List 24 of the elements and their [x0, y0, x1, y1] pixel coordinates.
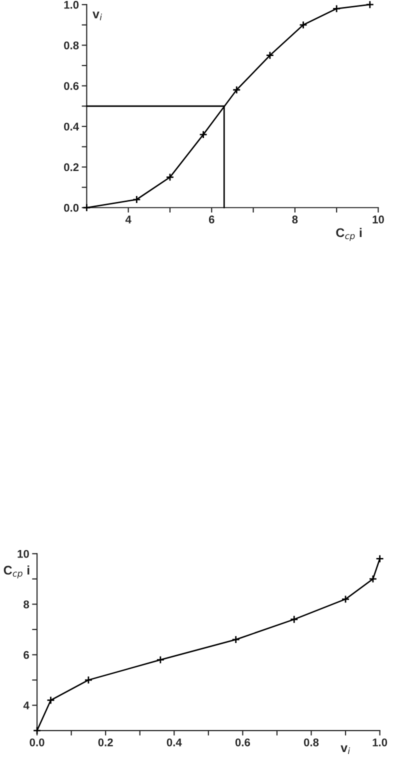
x-tick-label: 6: [208, 216, 214, 224]
x-tick-label: 0.6: [235, 738, 250, 746]
y-tick-label: 0.2: [64, 163, 79, 172]
y-axis-title: C$_{cp}$ i: [4, 565, 30, 578]
x-axis-title: C$_{cp}$ i: [336, 228, 362, 241]
x-tick-label: 1.0: [372, 738, 388, 746]
y-tick-label: 10: [18, 550, 29, 558]
y-tick-label: 4: [23, 702, 30, 710]
x-tick-label: 10: [372, 216, 384, 224]
x-tick-label: 0.8: [304, 738, 319, 746]
y-tick-label: 1.0: [64, 0, 79, 9]
x-tick-label: 0.0: [30, 738, 44, 746]
x-tick-label: 0.2: [98, 738, 113, 746]
y-axis-title: v$_{i}$: [92, 12, 102, 20]
x-axis-title: v$_{i}$: [340, 745, 350, 754]
x-tick-label: 4: [125, 216, 132, 224]
x-tick-label: 8: [292, 216, 298, 224]
y-tick-label: 0.8: [64, 41, 79, 50]
y-tick-label: 0.0: [64, 204, 79, 212]
y-tick-label: 0.4: [64, 122, 79, 131]
y-tick-label: 0.6: [64, 82, 79, 90]
x-tick-label: 0.4: [166, 738, 182, 746]
y-tick-label: 6: [24, 651, 29, 659]
y-tick-label: 8: [24, 600, 30, 608]
